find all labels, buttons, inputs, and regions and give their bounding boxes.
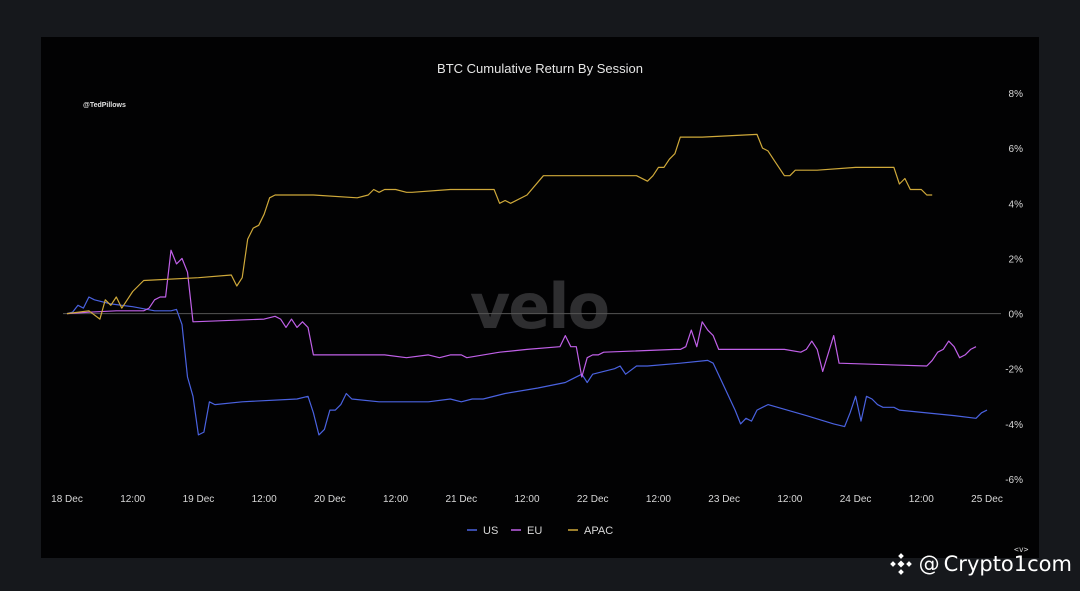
source-name: Crypto1com <box>943 552 1072 576</box>
x-tick-label: 25 Dec <box>971 494 1003 505</box>
x-tick-label: 12:00 <box>120 494 145 505</box>
series-line-eu <box>66 249 977 378</box>
y-tick-label: 2% <box>1009 254 1024 265</box>
x-tick-label: 20 Dec <box>314 494 346 505</box>
legend-label: APAC <box>584 525 613 537</box>
collapse-chevrons-icon[interactable]: <v> <box>1014 545 1029 554</box>
x-tick-label: 12:00 <box>514 494 539 505</box>
legend-item-us[interactable]: US <box>467 525 498 537</box>
x-axis-ticks: 18 Dec 12:00 19 Dec 12:00 20 Dec 12:00 21 Dec 1… <box>51 494 1003 505</box>
legend-label: EU <box>527 525 542 537</box>
x-tick-label: 12:00 <box>252 494 277 505</box>
x-tick-label: 12:00 <box>909 494 934 505</box>
legend-label: US <box>483 525 498 537</box>
source-at: @ <box>918 552 940 576</box>
y-tick-label: 0% <box>1009 310 1024 321</box>
x-tick-label: 12:00 <box>777 494 802 505</box>
y-tick-label: -6% <box>1005 475 1023 486</box>
y-axis-ticks: 8% 6% 4% 2% 0% -2% -4% -6% <box>1005 89 1023 486</box>
y-tick-label: 8% <box>1009 89 1024 100</box>
y-tick-label: 4% <box>1009 199 1024 210</box>
y-tick-label: -2% <box>1005 365 1023 376</box>
y-tick-label: 6% <box>1009 144 1024 155</box>
diamond-logo-icon <box>889 553 912 575</box>
author-handle: @TedPillows <box>83 102 126 109</box>
x-tick-label: 22 Dec <box>577 494 609 505</box>
x-tick-label: 19 Dec <box>183 494 215 505</box>
x-tick-label: 21 Dec <box>445 494 477 505</box>
series-line-apac <box>66 133 933 320</box>
x-tick-label: 18 Dec <box>51 494 83 505</box>
x-tick-label: 12:00 <box>646 494 671 505</box>
series-lines <box>66 133 988 436</box>
velo-watermark: velo <box>470 270 608 343</box>
y-tick-label: -4% <box>1005 420 1023 431</box>
x-tick-label: 24 Dec <box>840 494 872 505</box>
chart-panel: velo BTC Cumulative Return By Session @T… <box>41 37 1039 558</box>
legend: US EU APAC <box>467 525 613 537</box>
chart-title: BTC Cumulative Return By Session <box>437 61 643 76</box>
legend-item-apac[interactable]: APAC <box>568 525 613 537</box>
x-tick-label: 12:00 <box>383 494 408 505</box>
source-badge: @ Crypto1com <box>889 552 1072 576</box>
series-line-us <box>66 296 988 436</box>
line-chart: velo BTC Cumulative Return By Session @T… <box>51 61 1023 537</box>
x-tick-label: 23 Dec <box>708 494 740 505</box>
legend-item-eu[interactable]: EU <box>511 525 542 537</box>
